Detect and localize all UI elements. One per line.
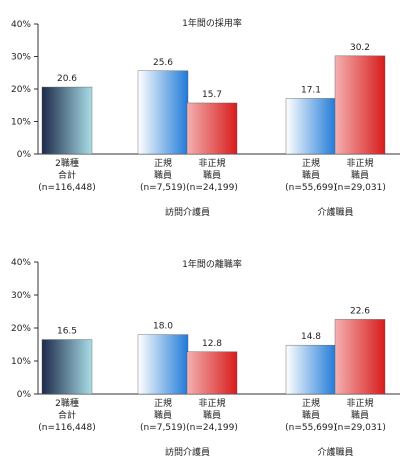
chart-panel-hiring-rate: 1年間の採用率 0% 10% 20% 30% 40% 20.6 25.6 15.7 17.1 30.…: [11, 17, 400, 218]
y-tick-label: 0%: [17, 150, 32, 160]
x-category-label: 職員: [302, 170, 320, 181]
x-category-label: (n=24,199): [186, 423, 238, 433]
x-category-label: 合計: [58, 409, 76, 421]
x-category-label: 非正規: [198, 397, 225, 409]
bar-nonregular: [186, 351, 238, 395]
x-category-label: (n=55,699): [285, 183, 337, 193]
group-label: 介護職員: [317, 446, 353, 458]
bar-value-label: 14.8: [301, 332, 321, 342]
x-category-label: 2職種: [55, 158, 79, 169]
x-category-label: 2職種: [55, 398, 79, 409]
bar-regular: [285, 344, 337, 395]
bar-value-label: 25.6: [153, 58, 173, 68]
x-category-label: 職員: [203, 410, 221, 421]
x-category-label: 職員: [203, 170, 221, 181]
x-category-label: 正規: [302, 398, 320, 409]
x-category-label: (n=24,199): [186, 183, 238, 193]
x-category-label: 職員: [154, 410, 172, 421]
group-label: 訪問介護員: [165, 206, 210, 218]
x-category-label: (n=116,448): [38, 423, 96, 433]
bar-value-label: 22.6: [350, 306, 370, 316]
x-category-label: 職員: [351, 410, 369, 421]
bar-regular: [137, 334, 189, 395]
x-category-label: (n=29,031): [334, 423, 386, 433]
x-category-label: 合計: [58, 169, 76, 181]
y-tick-label: 0%: [17, 390, 32, 400]
x-category-label: 非正規: [198, 157, 225, 169]
y-tick-label: 40%: [11, 20, 31, 30]
bar-nonregular: [334, 55, 386, 155]
bar-nonregular: [186, 102, 238, 155]
group-label: 介護職員: [317, 206, 353, 218]
y-tick-label: 40%: [11, 258, 31, 268]
bar-value-label: 15.7: [202, 90, 222, 100]
x-category-label: 正規: [302, 158, 320, 169]
x-category-label: (n=29,031): [334, 183, 386, 193]
y-tick-label: 20%: [11, 85, 31, 95]
y-tick-label: 30%: [11, 291, 31, 301]
bar-regular: [285, 98, 337, 155]
x-category-label: 正規: [154, 398, 172, 409]
bar-regular: [137, 70, 189, 155]
bar-value-label: 18.0: [153, 322, 173, 332]
x-category-label: 非正規: [346, 157, 373, 169]
chart-panel-turnover-rate: 1年間の離職率 0% 10% 20% 30% 40% 16.5 18.0 12.8 14.8 22.…: [11, 258, 400, 458]
x-category-label: 職員: [351, 170, 369, 181]
bar-total: [41, 339, 93, 395]
bar-value-label: 12.8: [202, 339, 222, 349]
x-category-label: (n=7,519): [140, 183, 186, 193]
x-category-label: (n=116,448): [38, 183, 96, 193]
bar-value-label: 30.2: [350, 43, 370, 53]
x-category-label: (n=55,699): [285, 423, 337, 433]
y-tick-label: 30%: [11, 53, 31, 63]
y-tick-label: 10%: [11, 118, 31, 128]
x-category-label: 非正規: [346, 397, 373, 409]
x-category-label: (n=7,519): [140, 423, 186, 433]
y-tick-label: 20%: [11, 324, 31, 334]
group-label: 訪問介護員: [165, 446, 210, 458]
x-category-label: 正規: [154, 158, 172, 169]
bar-value-label: 20.6: [57, 74, 77, 84]
bar-nonregular: [334, 319, 386, 395]
y-tick-label: 10%: [11, 357, 31, 367]
bar-value-label: 16.5: [57, 327, 77, 337]
x-category-label: 職員: [154, 170, 172, 181]
chart-title: 1年間の採用率: [182, 17, 242, 29]
chart-title: 1年間の離職率: [182, 258, 242, 270]
x-category-label: 職員: [302, 410, 320, 421]
bar-value-label: 17.1: [301, 85, 321, 95]
bar-total: [41, 86, 93, 155]
